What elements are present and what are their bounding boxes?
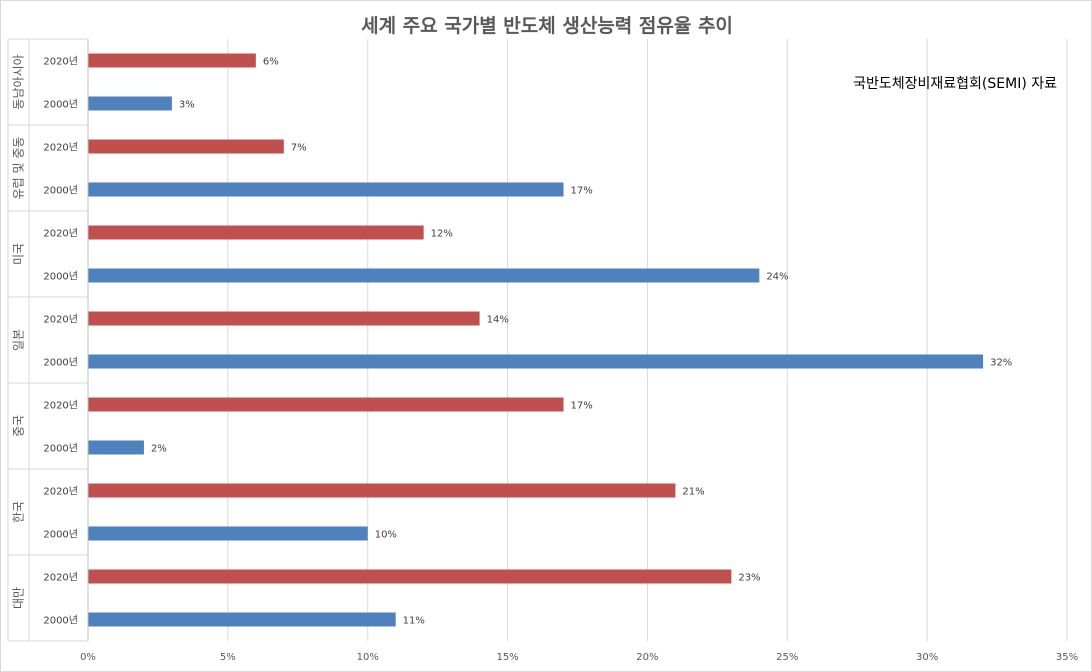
x-tick-label: 10% (357, 652, 379, 663)
category-label: 중국 (12, 415, 26, 437)
x-tick-label: 30% (916, 652, 938, 663)
year-label: 2020년 (43, 400, 78, 412)
year-label: 2020년 (43, 228, 78, 240)
bar (88, 612, 396, 627)
year-label: 2000년 (43, 357, 78, 369)
year-label: 2020년 (43, 56, 78, 68)
year-label: 2000년 (43, 529, 78, 541)
bar (88, 96, 172, 111)
category-label: 동남아시아 (12, 54, 26, 109)
data-label: 7% (291, 143, 307, 154)
data-label: 11% (403, 616, 425, 627)
bar (88, 569, 732, 584)
year-label: 2020년 (43, 572, 78, 584)
year-label: 2020년 (43, 142, 78, 154)
data-label: 17% (571, 186, 593, 197)
data-label: 12% (431, 229, 453, 240)
category-label: 한국 (12, 501, 26, 523)
bar (88, 182, 564, 197)
year-label: 2000년 (43, 443, 78, 455)
bar (88, 354, 984, 369)
data-label: 3% (179, 100, 195, 111)
data-label: 6% (263, 57, 279, 68)
year-label: 2000년 (43, 615, 78, 627)
year-label: 2000년 (43, 185, 78, 197)
x-tick-label: 20% (636, 652, 658, 663)
x-tick-label: 5% (220, 652, 236, 663)
bar (88, 311, 480, 326)
bar (88, 440, 144, 455)
category-label: 일본 (12, 329, 26, 351)
data-label: 2% (151, 444, 167, 455)
category-label: 대만 (12, 587, 26, 609)
data-label: 24% (766, 272, 788, 283)
year-label: 2000년 (43, 99, 78, 111)
x-tick-label: 25% (776, 652, 798, 663)
x-tick-label: 15% (496, 652, 518, 663)
chart-title: 세계 주요 국가별 반도체 생산능력 점유율 추이 (361, 15, 733, 37)
data-label: 32% (990, 358, 1012, 369)
data-label: 23% (738, 573, 760, 584)
bar (88, 397, 564, 412)
bar (88, 139, 284, 154)
bar (88, 483, 676, 498)
category-label: 미국 (12, 243, 26, 265)
x-tick-label: 35% (1056, 652, 1078, 663)
bar (88, 225, 424, 240)
category-label: 유럽 및 중동 (12, 137, 26, 200)
year-label: 2020년 (43, 486, 78, 498)
data-label: 10% (375, 530, 397, 541)
year-label: 2000년 (43, 271, 78, 283)
data-label: 14% (487, 315, 509, 326)
data-label: 21% (682, 487, 704, 498)
x-tick-label: 0% (80, 652, 96, 663)
bar (88, 526, 368, 541)
year-label: 2020년 (43, 314, 78, 326)
data-label: 17% (571, 401, 593, 412)
bar (88, 268, 760, 283)
bar (88, 53, 256, 68)
source-annotation: 국반도체장비재료협회(SEMI) 자료 (853, 76, 1057, 92)
